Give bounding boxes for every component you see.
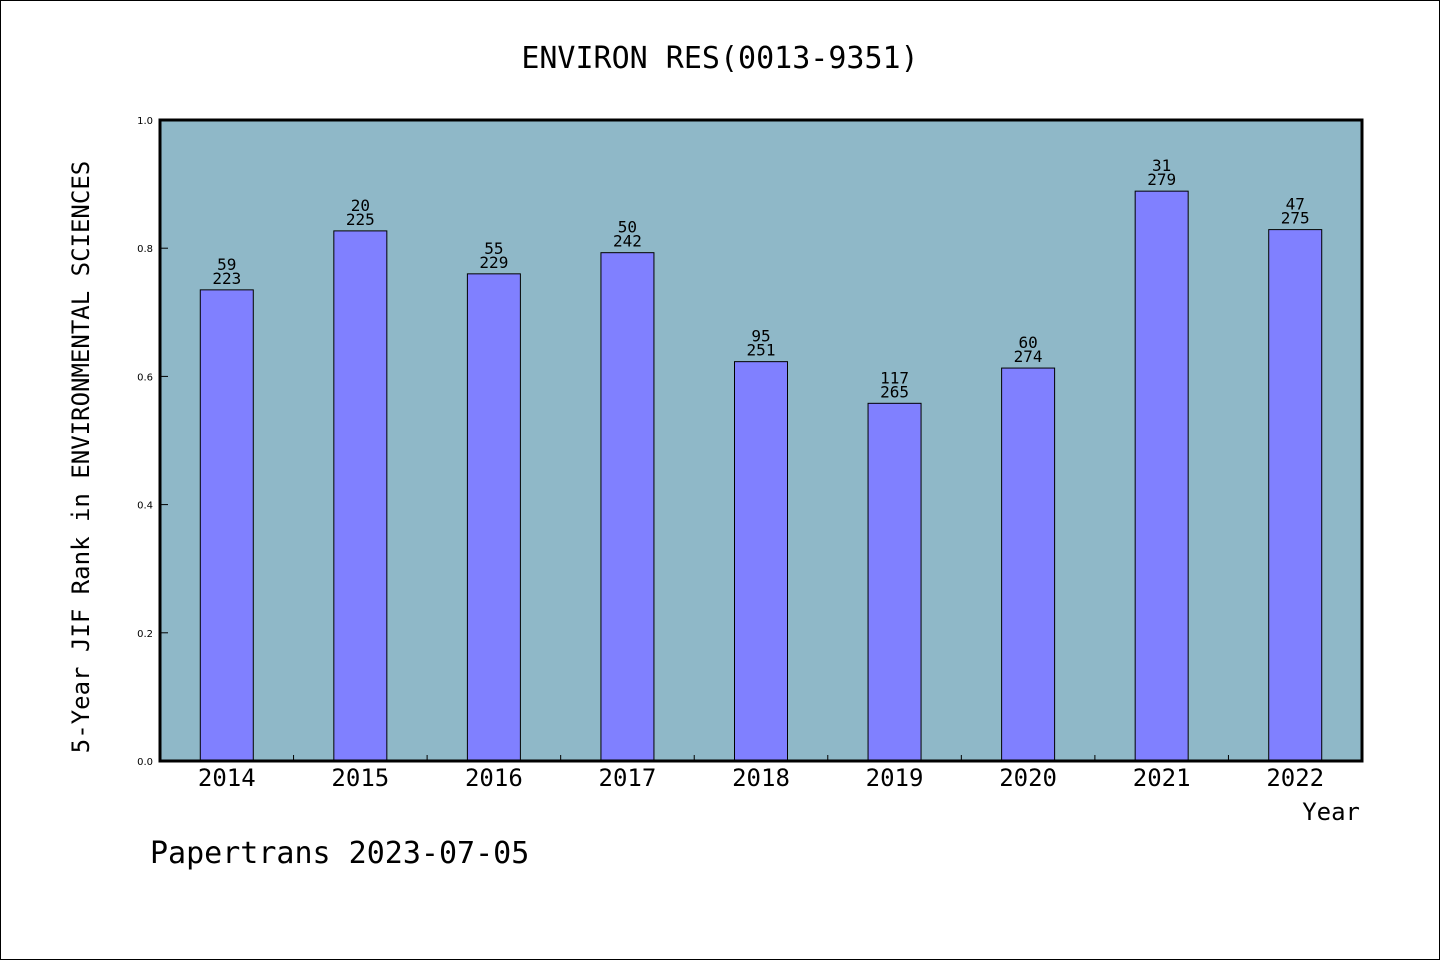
bar-2017 — [600, 252, 655, 762]
x-tick-label-2015: 2015 — [331, 764, 389, 792]
bar-rank-label-2021: 31 — [1152, 156, 1171, 175]
x-tick-label-2014: 2014 — [198, 764, 256, 792]
bar-rank-label-2015: 20 — [351, 196, 370, 215]
x-tick-label-2018: 2018 — [732, 764, 790, 792]
y-tick-label-0.8: 0.8 — [137, 244, 153, 255]
y-tick-label-0.0: 0.0 — [137, 757, 153, 768]
bar-rank-label-2014: 59 — [217, 255, 236, 274]
bar-total-label-2018: 251 — [747, 341, 776, 360]
bar-2019 — [867, 402, 922, 762]
bar-total-label-2017: 242 — [613, 232, 642, 251]
y-tick-label-0.6: 0.6 — [137, 372, 153, 383]
bar-2014 — [199, 289, 254, 762]
y-axis-label: 5-Year JIF Rank in ENVIRONMENTAL SCIENCE… — [67, 161, 95, 753]
bar-total-label-2014: 223 — [212, 269, 241, 288]
y-tick-label-0.4: 0.4 — [137, 501, 153, 512]
y-tick-label-1.0: 1.0 — [137, 116, 153, 127]
x-tick-label-2021: 2021 — [1133, 764, 1191, 792]
bar-rank-label-2016: 55 — [484, 239, 503, 258]
x-tick-label-2020: 2020 — [999, 764, 1057, 792]
bar-total-label-2022: 275 — [1281, 209, 1310, 228]
bar-total-label-2015: 225 — [346, 210, 375, 229]
x-tick-label-2022: 2022 — [1266, 764, 1324, 792]
bar-rank-label-2017: 50 — [618, 218, 637, 237]
bar-2022 — [1268, 229, 1323, 762]
bars-group: 5922320225552295024295251117265602743127… — [199, 156, 1323, 762]
y-tick-label-0.2: 0.2 — [137, 629, 153, 640]
bar-2018 — [734, 361, 788, 762]
bar-2021 — [1134, 190, 1189, 762]
bar-2016 — [466, 273, 521, 762]
bar-total-label-2021: 279 — [1147, 170, 1176, 189]
x-tick-label-2017: 2017 — [599, 764, 657, 792]
bar-total-label-2019: 265 — [880, 382, 909, 401]
x-tick-label-2019: 2019 — [866, 764, 924, 792]
footer-watermark: Papertrans 2023-07-05 — [150, 836, 529, 871]
x-tick-label-2016: 2016 — [465, 764, 523, 792]
chart-title: ENVIRON RES(0013-9351) — [521, 41, 918, 76]
bar-2015 — [333, 230, 388, 762]
bar-rank-label-2020: 60 — [1018, 333, 1037, 352]
x-axis-label: Year — [1302, 798, 1360, 826]
bar-2020 — [1001, 367, 1056, 762]
bar-total-label-2020: 274 — [1014, 347, 1043, 366]
bar-rank-label-2022: 47 — [1286, 195, 1305, 214]
bar-rank-label-2019: 117 — [880, 368, 909, 387]
bar-total-label-2016: 229 — [479, 253, 508, 272]
x-axis-ticks: 2014 2015 2016 2017 2018 2019 2020 2021 2022 — [198, 755, 1324, 792]
plot-border — [158, 118, 1364, 763]
bar-rank-label-2018: 95 — [751, 327, 770, 346]
